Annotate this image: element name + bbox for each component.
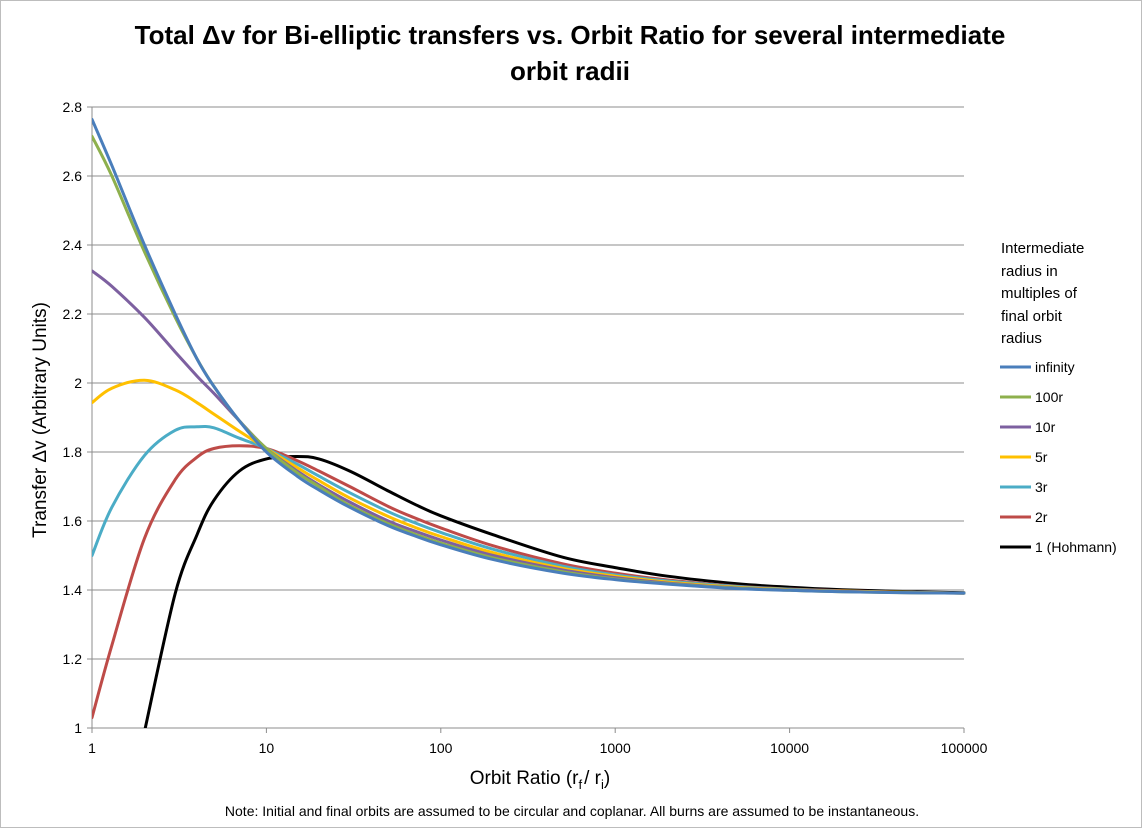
x-axis-label-end: ) xyxy=(604,768,610,789)
x-axis-label-mid: / r xyxy=(584,768,602,789)
legend-title-line-3: multiples of xyxy=(1001,285,1078,302)
x-tick-label: 100 xyxy=(429,740,453,756)
footnote: Note: Initial and final orbits are assum… xyxy=(225,803,919,819)
legend-title-line-1: Intermediate xyxy=(1001,240,1084,257)
x-tick-label: 10000 xyxy=(770,740,809,756)
chart-title-line-1: Total Δv for Bi-elliptic transfers vs. O… xyxy=(135,20,1006,50)
x-axis-label-main: Orbit Ratio (r xyxy=(470,768,579,789)
x-tick-label: 10 xyxy=(259,740,275,756)
legend-items: infinity 100r 10r 5r 3r 2r 1 (Hohmann) xyxy=(1000,359,1117,555)
x-tick-label: 100000 xyxy=(941,740,988,756)
y-tick-label: 1.2 xyxy=(63,651,83,667)
series-lines xyxy=(92,117,966,728)
legend-label-1-hohmann: 1 (Hohmann) xyxy=(1035,539,1117,555)
y-tick-label: 2.8 xyxy=(63,99,83,115)
legend-title-line-4: final orbit xyxy=(1001,308,1063,325)
gridlines xyxy=(92,106,964,660)
legend-label-3r: 3r xyxy=(1035,479,1048,495)
y-tick-label: 2 xyxy=(74,375,82,391)
chart-title: Total Δv for Bi-elliptic transfers vs. O… xyxy=(135,20,1006,86)
x-tick-label: 1 xyxy=(88,740,96,756)
y-tick-label: 1.6 xyxy=(63,513,83,529)
legend-label-5r: 5r xyxy=(1035,449,1048,465)
chart-title-line-2: orbit radii xyxy=(510,56,630,86)
legend-title-line-2: radius in xyxy=(1001,263,1058,280)
x-axis-label-sub-f: f xyxy=(579,777,583,792)
y-tick-label: 2.6 xyxy=(63,168,83,184)
y-tick-label: 2.4 xyxy=(63,237,83,253)
legend-title-line-5: radius xyxy=(1001,330,1042,347)
x-axis-label: Orbit Ratio (rf / ri) xyxy=(470,768,610,792)
series-line-infinity xyxy=(92,117,966,595)
legend-label-10r: 10r xyxy=(1035,419,1056,435)
y-tick-label: 1 xyxy=(74,720,82,736)
axes xyxy=(87,106,965,733)
legend-label-100r: 100r xyxy=(1035,389,1063,405)
y-tick-label: 1.8 xyxy=(63,444,83,460)
x-axis-label-sub-i: i xyxy=(601,777,604,792)
legend-label-2r: 2r xyxy=(1035,509,1048,525)
y-axis-tick-labels: 1 1.2 1.4 1.6 1.8 2 2.2 2.4 2.6 2.8 xyxy=(63,99,83,736)
legend-label-infinity: infinity xyxy=(1035,359,1075,375)
y-tick-label: 1.4 xyxy=(63,582,83,598)
x-tick-label: 1000 xyxy=(600,740,631,756)
x-axis-tick-labels: 1 10 100 1000 10000 100000 xyxy=(88,740,987,756)
series-line-1-hohmann xyxy=(143,455,966,728)
legend: Intermediate radius in multiples of fina… xyxy=(1000,240,1117,555)
y-axis-label: Transfer Δv (Arbitrary Units) xyxy=(30,302,51,538)
y-tick-label: 2.2 xyxy=(63,306,83,322)
